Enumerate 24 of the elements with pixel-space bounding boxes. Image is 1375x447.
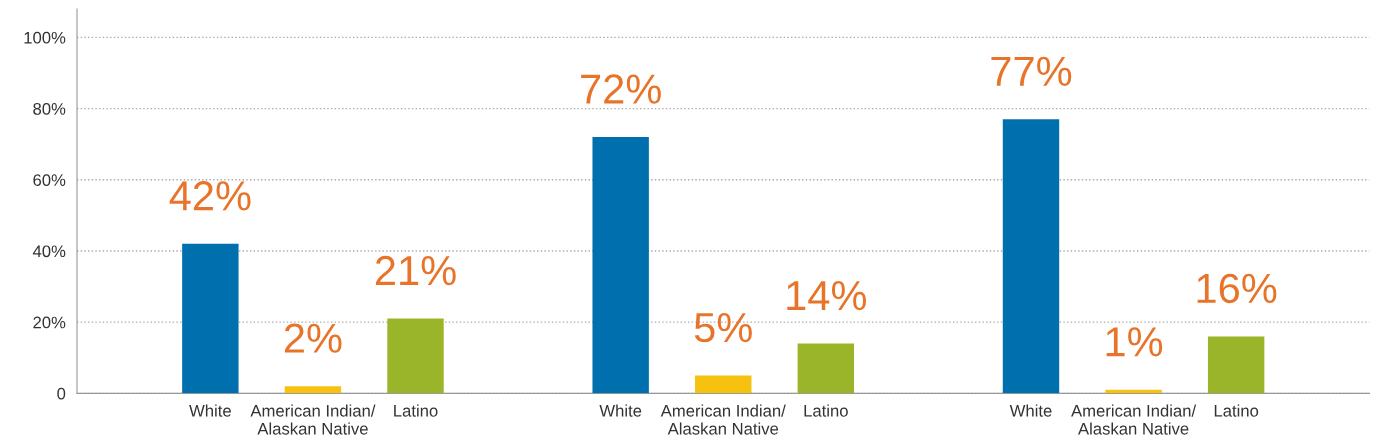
x-tick-label: American Indian/ Alaskan Native — [660, 404, 786, 435]
data-label: 72% — [581, 74, 661, 104]
data-label: 42% — [169, 181, 251, 211]
data-label: 2% — [284, 323, 342, 353]
data-label: 16% — [1197, 273, 1277, 304]
x-tick-label: Latino — [804, 404, 848, 417]
y-tick-label: 80% — [33, 103, 66, 115]
data-label: 1% — [1106, 327, 1163, 357]
data-label: 14% — [787, 280, 867, 311]
y-tick-label: 100% — [24, 31, 66, 44]
y-tick-label: 60% — [33, 174, 66, 186]
y-tick-label: 0 — [57, 387, 66, 400]
x-tick-label: White — [1009, 404, 1052, 417]
x-tick-label: Latino — [394, 404, 438, 417]
x-tick-label: Latino — [1214, 404, 1259, 417]
data-label: 77% — [991, 56, 1072, 86]
data-label: 5% — [694, 313, 752, 343]
x-tick-label: White — [599, 404, 642, 417]
data-label: 21% — [375, 255, 456, 286]
x-tick-label: American Indian/ Alaskan Native — [250, 404, 376, 435]
y-tick-label: 20% — [33, 316, 66, 329]
x-tick-label: American Indian/ Alaskan Native — [1071, 404, 1197, 435]
x-tick-label: White — [189, 404, 231, 417]
y-tick-label: 40% — [32, 245, 66, 258]
